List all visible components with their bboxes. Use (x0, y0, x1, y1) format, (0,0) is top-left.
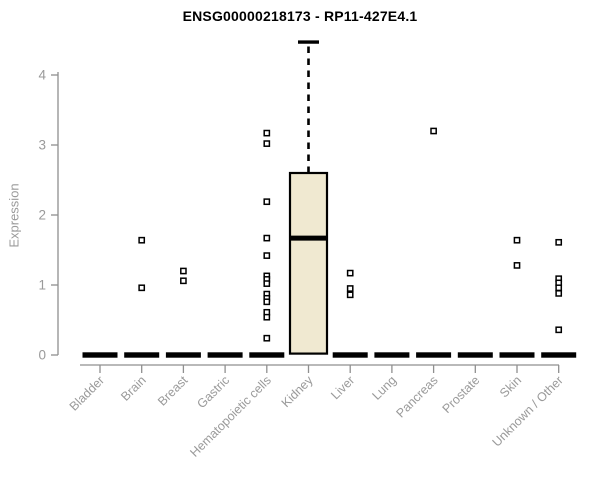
x-tick-label-lung: Lung (369, 373, 399, 403)
zero-bar-liver (332, 352, 368, 358)
outlier-point-breast (180, 277, 187, 285)
outlier-point-liver (346, 291, 354, 299)
outlier-point-liver (346, 285, 354, 292)
outlier-point-hematopoietic-cells (263, 280, 271, 287)
outlier-point-brain (138, 284, 146, 292)
zero-bar-pancreas (416, 352, 452, 358)
zero-bar-breast (165, 352, 201, 358)
outlier-point-unknown-other (555, 284, 563, 292)
outlier-point-hematopoietic-cells (263, 252, 271, 259)
x-tick-label-bladder: Bladder (67, 373, 107, 413)
zero-bar-bladder (82, 352, 118, 358)
y-tick-label: 3 (38, 138, 46, 153)
outlier-point-hematopoietic-cells (263, 140, 271, 147)
zero-bar-prostate (457, 352, 493, 358)
outlier-point-skin (513, 262, 521, 269)
outlier-point-hematopoietic-cells (263, 298, 271, 306)
x-tick-label-hematopoietic-cells: Hematopoietic cells (187, 373, 274, 460)
zero-bar-skin (499, 352, 535, 358)
outlier-point-brain (138, 236, 146, 244)
y-tick-label: 0 (38, 348, 46, 363)
outlier-point-hematopoietic-cells (263, 334, 271, 342)
outlier-point-unknown-other (555, 326, 563, 334)
x-tick-label-brain: Brain (118, 373, 149, 404)
outlier-point-unknown-other (555, 238, 563, 246)
x-tick-label-breast: Breast (155, 373, 191, 409)
outlier-point-pancreas (430, 127, 437, 135)
zero-bar-brain (124, 352, 160, 358)
x-tick-label-unknown-other: Unknown / Other (490, 373, 566, 449)
x-tick-label-pancreas: Pancreas (393, 373, 440, 420)
y-tick-label: 2 (38, 208, 46, 223)
outlier-point-skin (513, 236, 521, 244)
outlier-point-hematopoietic-cells (263, 198, 271, 206)
x-tick-label-prostate: Prostate (440, 373, 483, 416)
outlier-point-hematopoietic-cells (263, 129, 271, 137)
x-tick-label-skin: Skin (497, 373, 524, 400)
outlier-point-breast (180, 267, 187, 275)
x-tick-label-liver: Liver (328, 373, 357, 402)
zero-bar-hematopoietic-cells (249, 352, 285, 358)
outlier-point-unknown-other (555, 290, 563, 297)
y-tick-label: 1 (38, 278, 46, 293)
x-tick-label-kidney: Kidney (279, 373, 316, 410)
box-kidney (288, 171, 329, 355)
y-tick-label: 4 (38, 68, 46, 83)
outlier-point-hematopoietic-cells (263, 313, 271, 321)
zero-bar-unknown-other (541, 352, 577, 358)
outlier-point-hematopoietic-cells (263, 234, 271, 242)
zero-bar-gastric (207, 352, 243, 358)
chart-title: ENSG00000218173 - RP11-427E4.1 (182, 8, 418, 24)
outlier-point-liver (346, 269, 354, 277)
x-tick-label-gastric: Gastric (194, 373, 232, 411)
zero-bar-lung (374, 352, 410, 358)
